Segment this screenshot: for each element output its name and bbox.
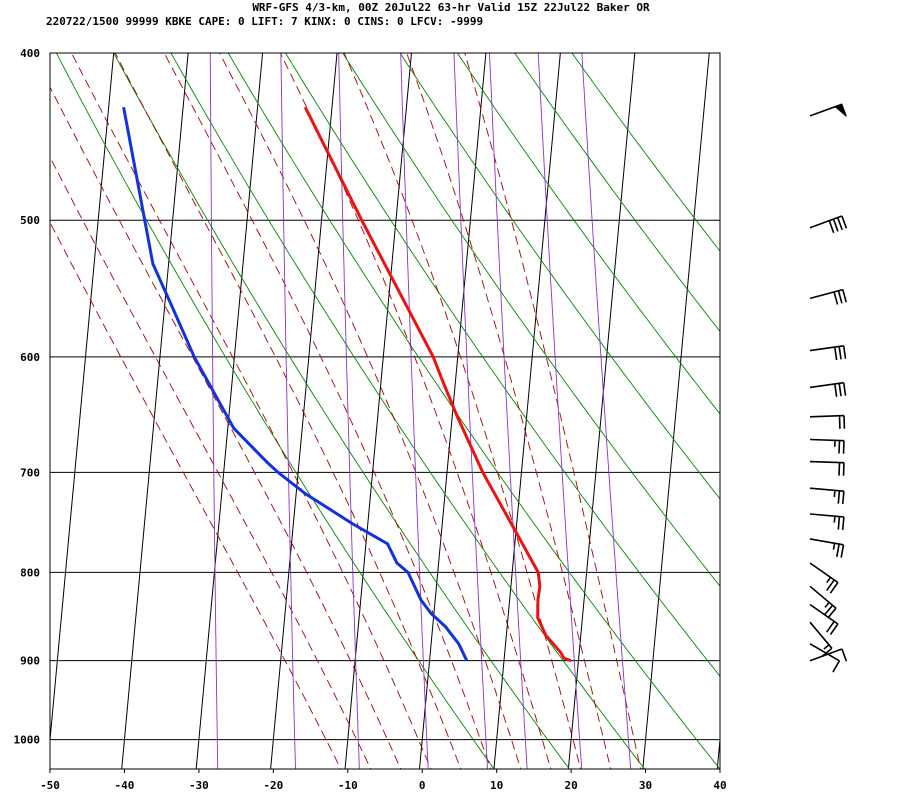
y-tick-label: 700: [20, 466, 40, 479]
isotherm-0: [418, 53, 487, 769]
dry-adiabat-330: [342, 53, 720, 587]
y-tick-label: 900: [20, 655, 40, 668]
dry-adiabat-370: [571, 53, 720, 252]
isotherm-20: [567, 53, 636, 769]
wind-barb: [809, 288, 847, 305]
x-tick-label: -10: [338, 779, 358, 792]
moist-adiabat-30: [464, 53, 642, 769]
moist-adiabat-10: [163, 53, 492, 769]
y-tick-label: 400: [20, 47, 40, 60]
wind-barb: [809, 562, 839, 594]
wind-barb: [809, 345, 847, 361]
mixing-ratio-line-0.4: [209, 53, 219, 769]
x-tick-label: 40: [713, 779, 726, 792]
wind-barb: [809, 538, 845, 558]
header-line-2: 220722/1500 99999 KBKE CAPE: 0 LIFT: 7 K…: [46, 15, 483, 28]
temperature-line: [303, 106, 572, 663]
moist-adiabat-22: [343, 53, 582, 769]
moist-adiabat-14: [218, 53, 522, 769]
y-tick-label: 800: [20, 566, 40, 579]
y-tick-label: 600: [20, 351, 40, 364]
moist-adiabat-26: [406, 53, 612, 769]
dry-adiabat-350: [456, 53, 720, 415]
mixing-ratio-line-4: [400, 53, 429, 769]
dry-adiabat-320: [284, 53, 720, 677]
wind-barb: [809, 648, 848, 662]
mixing-ratio-line-1: [280, 53, 296, 769]
background-lines: [50, 53, 720, 769]
wind-barb: [809, 414, 846, 429]
x-tick-label: 30: [639, 779, 652, 792]
mixing-ratio-line-10: [489, 53, 528, 769]
isotherm--50: [50, 53, 115, 746]
isotherm--40: [121, 53, 189, 769]
mixing-ratio-line-16: [537, 53, 583, 769]
dewpoint-line: [122, 106, 469, 662]
isotherm-10: [493, 53, 561, 769]
wind-barb: [809, 438, 845, 454]
y-tick-label: 500: [20, 214, 40, 227]
profiles: [122, 106, 572, 663]
axes: 400 500 600 700 800 900 1000 -50 -40 -30 -20 -10 0 10…: [14, 47, 727, 792]
mixing-ratio-line-2: [338, 53, 360, 769]
moist-adiabat--2: [50, 86, 402, 769]
isotherm-40: [716, 734, 720, 769]
isotherm--10: [344, 53, 412, 769]
x-tick-label: -50: [40, 779, 60, 792]
header-line-1: WRF-GFS 4/3-km, 00Z 20Jul22 63-hr Valid …: [252, 1, 650, 14]
x-tick-label: 0: [419, 779, 426, 792]
wind-barb-pennant: [834, 103, 847, 117]
wind-barb: [809, 487, 845, 505]
moist-adiabat-18: [279, 53, 552, 769]
x-tick-label: -20: [263, 779, 283, 792]
x-tick-label: 10: [490, 779, 503, 792]
moist-adiabat--6: [50, 156, 372, 769]
y-tick-label: 1000: [14, 734, 41, 747]
wind-barb: [809, 621, 833, 658]
plot-frame: [49, 52, 721, 770]
wind-barb: [809, 603, 839, 636]
wind-barb: [809, 643, 841, 673]
dry-adiabat-340: [399, 53, 720, 500]
moist-adiabat-6: [114, 53, 462, 769]
wind-barb: [809, 381, 847, 397]
dry-adiabat-280: [55, 53, 495, 769]
x-tick-label: -30: [189, 779, 209, 792]
x-tick-label: 20: [564, 779, 577, 792]
moist-adiabat-2: [70, 53, 432, 769]
isotherm-30: [642, 53, 710, 769]
isotherm--30: [195, 53, 264, 769]
wind-barbs: [809, 103, 848, 673]
mixing-ratio-line-7: [453, 53, 488, 769]
wind-barb: [809, 585, 837, 619]
dry-adiabat-360: [514, 53, 720, 333]
mixing-ratio-line-24: [581, 53, 632, 769]
isotherm--20: [270, 53, 338, 769]
moist-adiabat--10: [50, 221, 342, 769]
dry-adiabat-300: [170, 53, 646, 769]
wind-barb: [809, 215, 848, 234]
wind-barb: [809, 460, 845, 476]
wind-barb: [809, 513, 845, 530]
x-tick-label: -40: [115, 779, 135, 792]
dry-adiabat-310: [227, 53, 720, 769]
